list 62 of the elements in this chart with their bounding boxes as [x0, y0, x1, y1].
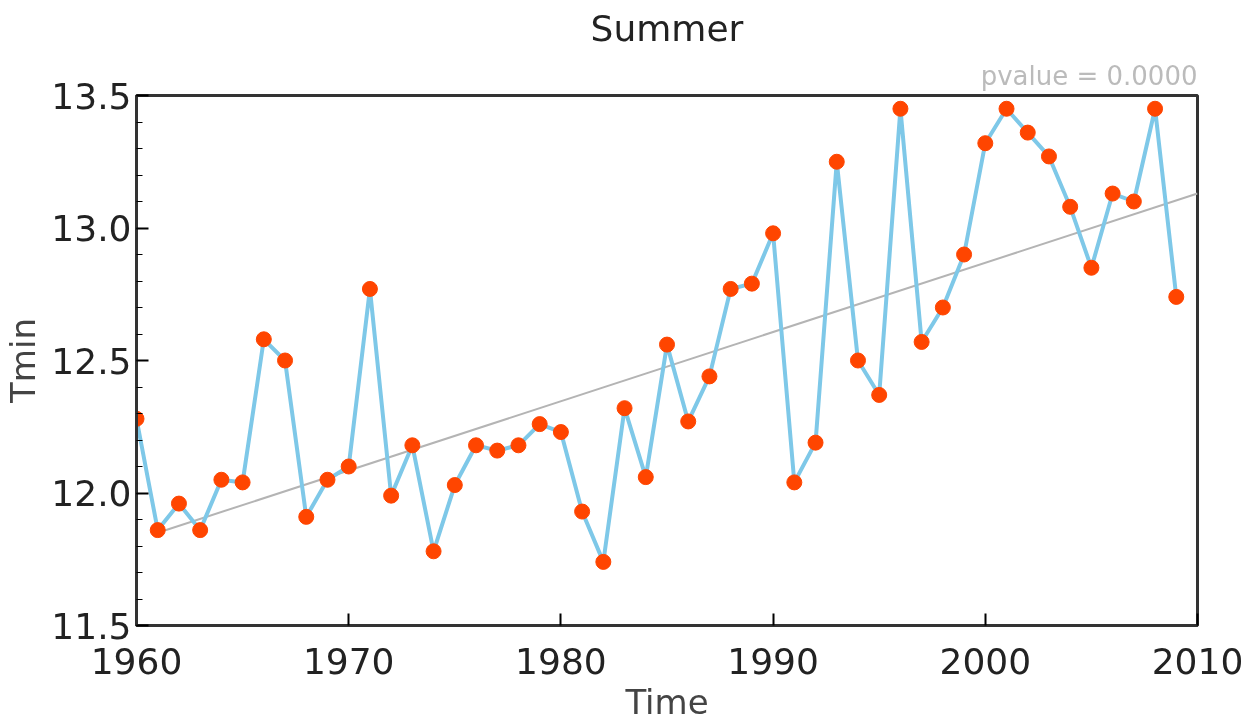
point: [298, 508, 315, 525]
point: [595, 553, 612, 570]
point: [319, 471, 336, 488]
point: [149, 522, 166, 539]
y-tick-label: 13.0: [51, 208, 132, 249]
point: [468, 437, 485, 454]
point: [1083, 259, 1100, 276]
point: [722, 280, 739, 297]
point: [871, 386, 888, 403]
x-tick-label: 2010: [1151, 640, 1244, 682]
point: [828, 153, 845, 170]
point: [1125, 193, 1142, 210]
point: [743, 275, 760, 292]
y-tick-label: 12.5: [51, 340, 132, 382]
point: [616, 400, 633, 417]
point: [234, 474, 251, 491]
point: [277, 352, 294, 369]
point: [383, 487, 400, 504]
x-tick-label: 1970: [302, 640, 395, 682]
point: [786, 474, 803, 491]
x-tick-label: 2000: [939, 640, 1032, 682]
point: [446, 477, 463, 494]
point: [956, 246, 973, 263]
point: [1168, 288, 1185, 305]
point: [913, 333, 930, 350]
point: [531, 416, 548, 433]
point: [1019, 124, 1036, 141]
point: [680, 413, 697, 430]
point: [998, 100, 1015, 117]
text: pvalue = 0.0000: [980, 60, 1198, 91]
point: [425, 543, 442, 560]
point: [255, 331, 272, 348]
point: [1040, 148, 1057, 165]
point: [1104, 185, 1121, 202]
point: [659, 336, 675, 353]
point: [552, 424, 569, 441]
point: [701, 368, 718, 385]
x-tick-label: 1990: [727, 640, 819, 682]
point: [849, 352, 866, 369]
y-tick-label: 12.0: [51, 473, 132, 514]
point: [892, 100, 909, 117]
y-axis-title: Tmin: [3, 318, 44, 404]
point: [765, 225, 782, 242]
point: [170, 495, 187, 512]
point: [1062, 198, 1079, 215]
chart-title: Summer: [590, 7, 744, 49]
point: [404, 437, 421, 454]
point: [213, 471, 230, 488]
point: [977, 135, 994, 152]
point: [192, 522, 209, 539]
x-tick-label: 1980: [515, 640, 607, 682]
point: [489, 442, 506, 459]
point: [934, 299, 951, 316]
point: [574, 503, 591, 520]
point: [340, 458, 357, 475]
point: [637, 469, 654, 486]
x-axis-title: Time: [624, 681, 709, 722]
point: [807, 434, 824, 451]
y-tick-label: 13.5: [51, 75, 132, 117]
point: [510, 437, 527, 454]
point: [361, 280, 378, 297]
point: [1147, 100, 1164, 117]
